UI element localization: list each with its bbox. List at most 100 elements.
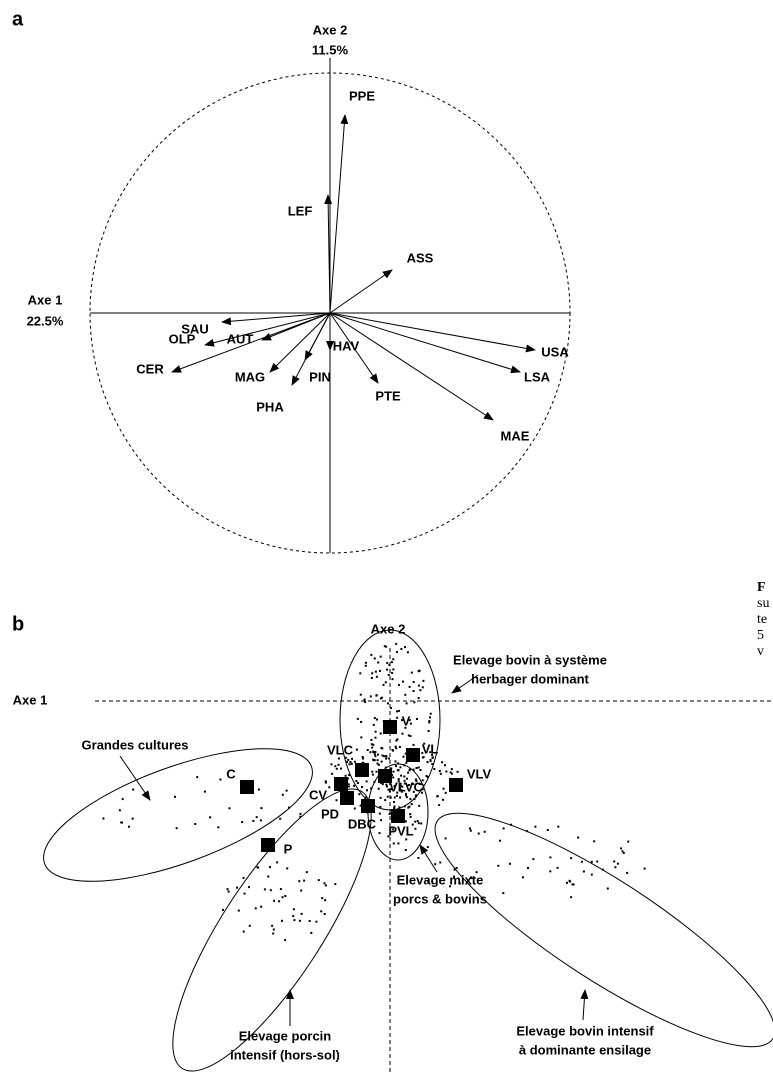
dot [366, 789, 368, 792]
loading-arrow [324, 194, 333, 314]
dot [226, 888, 229, 891]
dot [217, 826, 220, 829]
caption-fragment: F [757, 580, 766, 595]
dot [436, 795, 439, 798]
dot [391, 671, 394, 674]
dot [278, 900, 281, 903]
dot [299, 815, 302, 818]
dot [449, 771, 452, 774]
dot [387, 835, 390, 838]
dot [248, 886, 250, 889]
dot [614, 866, 617, 869]
variable-label: HAV [333, 338, 360, 353]
dot [580, 860, 583, 863]
dot [344, 756, 347, 759]
dot [364, 664, 367, 667]
dot [394, 760, 397, 763]
dot [315, 920, 318, 923]
loading-arrow [204, 312, 331, 347]
dot [323, 882, 326, 885]
dot [228, 807, 231, 810]
dot [450, 772, 453, 775]
dot [360, 736, 363, 739]
dot [405, 794, 407, 797]
loading-arrow [269, 312, 331, 373]
dot [237, 909, 240, 912]
dot [431, 756, 434, 759]
dot [396, 791, 399, 794]
dot [371, 773, 374, 776]
dot [409, 798, 412, 801]
dot [320, 910, 323, 913]
group-pointer [419, 844, 438, 873]
centroid-label: DBC [348, 816, 377, 831]
dot [577, 836, 580, 839]
dot [534, 825, 537, 828]
dot [293, 919, 296, 922]
dot [386, 662, 389, 665]
centroid-label: PD [321, 806, 339, 821]
dot [409, 722, 412, 725]
axis-1-percent: 22.5% [27, 313, 64, 328]
dot [570, 896, 573, 899]
dot [281, 896, 284, 899]
dot [356, 782, 359, 784]
dot [510, 823, 513, 826]
dot [356, 717, 359, 720]
dot [285, 789, 288, 792]
dot [248, 924, 251, 927]
dot [399, 796, 402, 799]
dot [386, 795, 389, 798]
dot [393, 785, 396, 787]
dot [398, 806, 401, 809]
variable-label: LEF [288, 203, 313, 218]
dot [497, 864, 500, 867]
dot [128, 825, 130, 828]
dot [455, 866, 458, 869]
dot [412, 743, 415, 746]
dot [401, 732, 404, 735]
dot [353, 784, 355, 787]
dot [413, 798, 416, 800]
dot [557, 825, 560, 828]
dot [572, 883, 575, 886]
dot [590, 860, 593, 863]
dot [242, 877, 245, 879]
dot [395, 739, 398, 742]
dot [364, 661, 367, 664]
dot [391, 828, 394, 831]
dot [375, 675, 378, 678]
dot [347, 785, 350, 788]
dot [396, 716, 399, 719]
dot [421, 788, 424, 791]
dot [331, 772, 334, 775]
dot [260, 807, 263, 810]
group-label: herbager dominant [471, 671, 589, 686]
dot [263, 888, 266, 891]
dot [397, 762, 400, 765]
dot [477, 832, 480, 835]
dot [380, 760, 383, 763]
dot [236, 886, 238, 889]
dot [385, 645, 388, 648]
dot [292, 915, 295, 918]
dot [449, 885, 451, 888]
dot [404, 752, 407, 755]
dot [397, 709, 400, 712]
dot [373, 657, 376, 660]
dot [372, 723, 375, 726]
dot [399, 785, 402, 787]
dot [414, 820, 417, 823]
dot [256, 866, 259, 869]
caption-fragment: te [757, 612, 767, 627]
dot [407, 806, 410, 809]
group-label: Elevage porcin [239, 1028, 332, 1043]
dot [260, 905, 263, 908]
dot [324, 781, 327, 784]
dot [406, 784, 409, 787]
dot [405, 761, 408, 764]
dot [413, 701, 416, 704]
ellipse [172, 788, 372, 1072]
dot [386, 668, 388, 671]
dot [372, 743, 375, 746]
